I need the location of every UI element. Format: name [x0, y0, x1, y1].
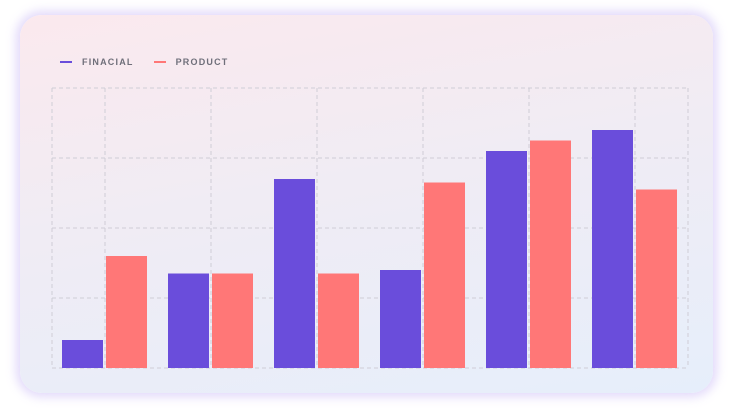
bar-financial [274, 179, 315, 368]
bar-financial [592, 130, 633, 368]
chart-bars [62, 130, 677, 368]
chart-grid [51, 87, 689, 369]
bar-financial [380, 270, 421, 368]
bar-product [106, 256, 147, 368]
bar-product [424, 182, 465, 368]
legend-label-financial: FINACIAL [82, 57, 134, 67]
legend-item-product: PRODUCT [153, 57, 229, 67]
bar-product [318, 273, 359, 368]
legend-swatch-financial [60, 61, 72, 63]
bar-financial [486, 151, 527, 368]
bar-product [636, 189, 677, 368]
bar-product [530, 140, 571, 368]
bar-product [212, 273, 253, 368]
chart-legend: FINACIAL PRODUCT [60, 57, 249, 67]
legend-item-financial: FINACIAL [60, 57, 134, 67]
bar-financial [62, 340, 103, 368]
legend-label-product: PRODUCT [175, 57, 229, 67]
bar-financial [168, 273, 209, 368]
legend-swatch-product [153, 61, 166, 63]
